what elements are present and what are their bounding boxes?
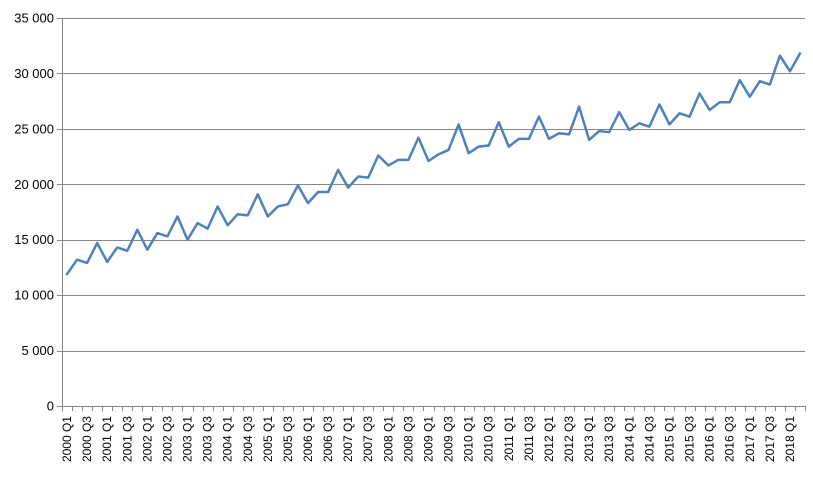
x-tick-label: 2007 Q3 [361,416,375,462]
x-tick-label: 2008 Q1 [381,416,395,462]
x-tick-label: 2001 Q1 [100,416,114,462]
x-tick-label: 2007 Q1 [341,416,355,462]
x-tick-label: 2012 Q1 [542,416,556,462]
x-tick-label: 2016 Q1 [703,416,717,462]
x-tick-label: 2004 Q3 [241,416,255,462]
x-tick-label: 2000 Q1 [60,416,74,462]
x-tick-label: 2009 Q1 [421,416,435,462]
x-tick-label: 2015 Q3 [683,416,697,462]
x-tick-label: 2003 Q3 [201,416,215,462]
x-axis-tick-labels: 2000 Q1 2000 Q3 2001 Q1 2001 Q3 2002 Q1 2002 … [60,416,797,462]
x-tick-label: 2009 Q3 [442,416,456,462]
y-tick-label: 15 000 [14,232,54,247]
x-tick-label: 2010 Q1 [462,416,476,462]
x-tick-label: 2013 Q1 [582,416,596,462]
x-tick-label: 2011 Q3 [522,416,536,461]
x-tick-label: 2000 Q3 [80,416,94,462]
y-axis-tick-labels: 0 5 000 10 000 15 000 20 000 25 000 30 000 35 0… [14,11,54,414]
y-tick-label: 10 000 [14,288,54,303]
x-tick-label: 2002 Q3 [160,416,174,462]
x-tick-label: 2014 Q3 [642,416,656,462]
x-tick-label: 2014 Q1 [622,416,636,462]
x-tick-label: 2001 Q3 [120,416,134,462]
x-tick-label: 2011 Q1 [502,416,516,461]
x-tick-label: 2005 Q1 [261,416,275,462]
x-axis-tick-marks [62,406,806,411]
y-tick-label: 20 000 [14,177,54,192]
series-layer [65,52,802,276]
x-tick-label: 2013 Q3 [602,416,616,462]
x-tick-label: 2002 Q1 [140,416,154,462]
y-tick-label: 35 000 [14,11,54,26]
x-tick-label: 2016 Q3 [723,416,737,462]
gridlines [62,18,805,352]
y-tick-label: 5 000 [21,343,54,358]
x-tick-label: 2004 Q1 [221,416,235,462]
y-tick-label: 0 [47,399,54,414]
x-tick-label: 2017 Q1 [743,416,757,462]
x-tick-label: 2017 Q3 [763,416,777,462]
series-line-0 [65,52,802,276]
y-tick-label: 30 000 [14,66,54,81]
x-tick-label: 2006 Q1 [301,416,315,462]
x-tick-label: 2008 Q3 [401,416,415,462]
y-tick-label: 25 000 [14,121,54,136]
x-tick-label: 2010 Q3 [482,416,496,462]
x-tick-label: 2012 Q3 [562,416,576,462]
x-tick-label: 2006 Q3 [321,416,335,462]
axes [57,18,805,411]
x-tick-label: 2018 Q1 [783,416,797,462]
x-tick-label: 2005 Q3 [281,416,295,462]
x-tick-label: 2015 Q1 [662,416,676,462]
x-tick-label: 2003 Q1 [181,416,195,462]
